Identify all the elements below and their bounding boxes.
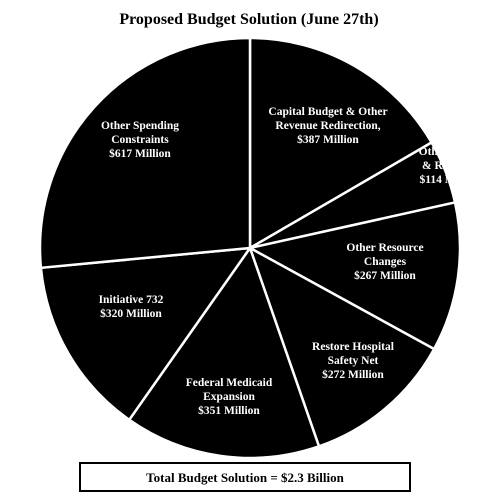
- slice-label: Other Resource Changes $267 Million: [346, 242, 423, 282]
- slice-label-line: Constraints: [111, 134, 169, 146]
- pie-slice: [127, 245, 321, 460]
- slice-label: Initiative 732 $320 Million: [99, 294, 164, 320]
- slice-label: Restore Hospital Safety Net $272 Million: [312, 341, 394, 381]
- value-label: $617 Million: [109, 147, 171, 160]
- pie-slice: [246, 200, 462, 351]
- pie-slice: [247, 245, 436, 448]
- slice-label: Capital Budget & Other Revenue Redirectio…: [268, 106, 387, 146]
- slice-label-line: Restore Hospital: [312, 341, 394, 353]
- slice-label-line: Expansion: [203, 391, 255, 403]
- pie-slice: [38, 36, 252, 270]
- pie-slice: [248, 36, 434, 251]
- slice-label-line: Other Spending: [101, 120, 179, 132]
- value-label: $267 Million: [354, 269, 416, 282]
- slice-label-line: Safety Net: [328, 355, 379, 367]
- slice-label: Other Funds & Reserves $114 Million: [419, 146, 482, 186]
- slice-label-line: Other Funds: [419, 146, 482, 158]
- value-label: $272 Million: [322, 368, 384, 381]
- slice-label: Federal Medicaid Expansion $351 Million: [186, 377, 273, 417]
- pie-slice: [39, 246, 253, 422]
- slice-label-line: & Reserves: [422, 160, 478, 172]
- slice-label-line: Revenue Redirection,: [275, 120, 380, 132]
- slice-label-line: Capital Budget & Other: [268, 106, 387, 118]
- chart-title: Proposed Budget Solution (June 27th): [119, 11, 378, 28]
- slice-label: Other Spending Constraints $617 Million: [101, 120, 179, 160]
- slice-label-line: Other Resource: [346, 242, 423, 254]
- total-text: Total Budget Solution = $2.3 Billion: [146, 470, 344, 485]
- value-label: $320 Million: [100, 307, 162, 320]
- total-box: [79, 462, 411, 492]
- value-label: $387 Million: [297, 133, 359, 146]
- value-label: $351 Million: [198, 404, 260, 417]
- slice-label-line: Federal Medicaid: [186, 377, 273, 389]
- slice-label-line: Changes: [364, 256, 407, 268]
- slice-label-line: Initiative 732: [99, 294, 164, 306]
- value-label: $114 Million: [419, 173, 481, 186]
